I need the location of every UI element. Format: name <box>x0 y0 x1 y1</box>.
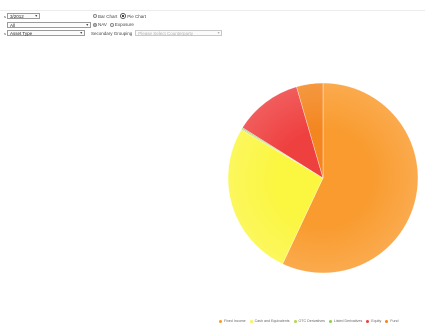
legend-swatch <box>219 319 222 323</box>
bar-chart-label: Bar Chart <box>98 13 118 19</box>
filter-select[interactable]: All ▼ <box>7 22 91 28</box>
pie-slice-equity[interactable] <box>242 86 324 179</box>
chevron-down-icon: ▼ <box>79 31 83 35</box>
legend-label: Fund <box>390 319 399 323</box>
secondary-grouping-placeholder: Please Select Counterparty <box>138 30 194 36</box>
secondary-grouping-select[interactable]: Please Select Counterparty ▼ <box>135 30 223 36</box>
legend-swatch <box>328 319 332 323</box>
chevron-down-icon: ▼ <box>85 23 89 27</box>
nav-radio[interactable] <box>93 22 97 27</box>
legend-item[interactable]: Cash and Equivalents <box>249 319 290 323</box>
breakdown-row: s Asset Type ▼ <box>4 30 85 36</box>
pie-slice-fixed-income[interactable] <box>282 82 419 274</box>
legend-item[interactable]: OTC Derivatives <box>293 319 325 323</box>
filter-select-value: All <box>10 22 16 28</box>
filter-row: All ▼ <box>4 22 91 28</box>
legend-swatch <box>249 319 253 323</box>
legend-item[interactable]: Fixed Income <box>219 319 246 323</box>
year-row: s 3/2012 ▼ <box>4 13 40 19</box>
secondary-grouping-label: Secondary Grouping <box>91 30 133 36</box>
measure-radio-group: NAV Exposure <box>93 22 137 27</box>
legend-label: Cash and Equivalents <box>254 319 290 323</box>
nav-label: NAV <box>98 22 107 27</box>
pie-slice-cash-and-equivalents[interactable] <box>227 129 324 265</box>
pie-chart-radio[interactable] <box>120 13 127 19</box>
legend-item[interactable]: Fund <box>385 319 398 323</box>
legend-item[interactable]: Listed Derivatives <box>328 319 363 323</box>
secondary-grouping: Secondary Grouping Please Select Counter… <box>91 30 223 36</box>
bar-chart-radio[interactable] <box>93 14 97 18</box>
chart-type-radio-group: Bar Chart Pie Chart <box>93 13 149 19</box>
pie-chart-label: Pie Chart <box>127 13 147 19</box>
top-divider <box>0 10 425 11</box>
legend-label: Listed Derivatives <box>333 319 363 323</box>
row-marker: s <box>4 30 6 36</box>
breakdown-select[interactable]: Asset Type ▼ <box>7 30 85 36</box>
row-marker: s <box>4 13 6 19</box>
legend-label: OTC Derivatives <box>298 319 325 323</box>
year-select[interactable]: 3/2012 ▼ <box>7 13 40 19</box>
pie-slice-fund[interactable] <box>296 82 324 179</box>
breakdown-select-value: Asset Type <box>10 30 33 36</box>
legend-swatch <box>366 319 370 323</box>
legend-label: Fixed Income <box>224 319 246 323</box>
chevron-down-icon: ▼ <box>34 14 38 18</box>
exposure-radio[interactable] <box>109 22 114 27</box>
legend-item[interactable]: Equity <box>366 319 381 323</box>
legend-swatch <box>385 319 389 323</box>
chevron-down-icon: ▼ <box>216 31 221 35</box>
chart-legend: Fixed Income Cash and Equivalents OTC Deri… <box>219 319 402 323</box>
legend-label: Equity <box>371 319 382 323</box>
legend-swatch <box>293 319 297 323</box>
exposure-label: Exposure <box>114 22 134 27</box>
year-select-value: 3/2012 <box>10 13 24 19</box>
